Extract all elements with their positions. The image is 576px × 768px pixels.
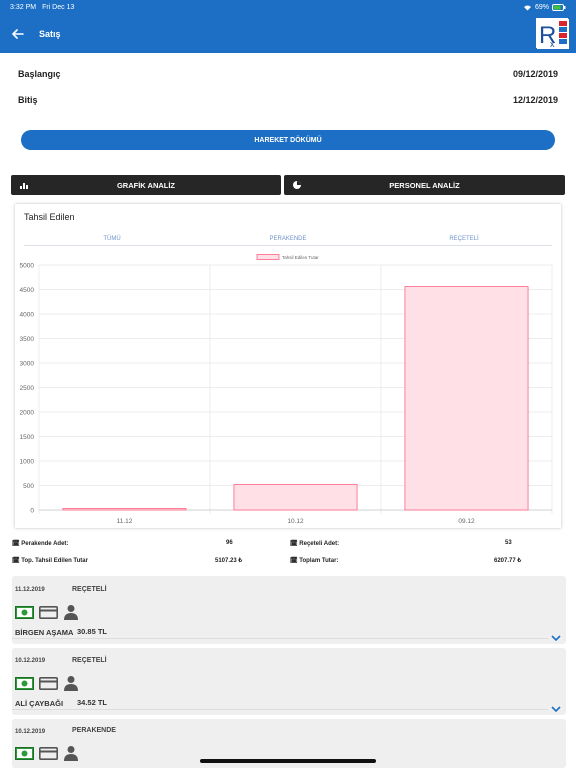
toplam-tutar-value: 6207.77 ₺: [494, 558, 522, 564]
tab-tumu[interactable]: TÜMÜ: [103, 236, 121, 242]
toplam-tutar-label: 🗓 Toplam Tutar:: [290, 557, 338, 564]
receteli-adet-label: 🗓 Reçeteli Adet:: [290, 540, 339, 547]
list-item[interactable]: 10.12.2019 REÇETELİ ALİ ÇAYBAĞI 34.52 TL: [12, 648, 566, 715]
hareket-dokumu-button[interactable]: HAREKET DÖKÜMÜ: [21, 130, 555, 150]
chart-tabs: TÜMÜ PERAKENDE REÇETELİ: [24, 236, 552, 246]
end-date-value[interactable]: 12/12/2019: [512, 95, 558, 105]
bar: [62, 508, 187, 511]
person-icon: [64, 746, 78, 761]
person-icon: [64, 605, 78, 620]
chart-card-title: Tahsil Edilen: [24, 212, 75, 222]
cash-icon: [15, 605, 34, 619]
y-tick-label: 3500: [20, 336, 35, 343]
receteli-adet-value: 53: [505, 540, 512, 546]
bar-chart-icon: [20, 183, 28, 189]
legend-swatch: [256, 254, 280, 260]
legend-label: Tahsil Edilen Tutar: [282, 255, 319, 260]
list-item-date: 11.12.2019: [15, 587, 45, 593]
status-right: 69%: [523, 3, 566, 11]
home-indicator[interactable]: [200, 759, 376, 763]
bar-chart: Tahsil Edilen Tutar500045004000350030002…: [20, 254, 553, 525]
grafik-analiz-button[interactable]: GRAFİK ANALİZ: [11, 175, 281, 195]
cash-icon: [15, 746, 34, 760]
end-label: Bitiş: [18, 95, 38, 105]
divider: [12, 638, 548, 639]
payment-icons: [15, 745, 79, 761]
personel-analiz-label: PERSONEL ANALİZ: [389, 180, 460, 190]
battery-percent: 69%: [534, 3, 549, 11]
start-label: Başlangıç: [18, 69, 61, 79]
list-item-type: REÇETELİ: [72, 657, 107, 664]
y-tick-label: 1500: [20, 434, 35, 441]
list-item[interactable]: 11.12.2019 REÇETELİ BİRGEN AŞAMA 30.85 T…: [12, 576, 566, 644]
calendar-icon: 🗓: [290, 541, 298, 547]
pie-chart-icon: [293, 181, 301, 189]
tab-receteli[interactable]: REÇETELİ: [449, 236, 479, 242]
divider: [12, 709, 548, 710]
payment-icons: [15, 604, 79, 620]
status-time: 3:32 PM: [10, 3, 37, 11]
personel-analiz-button[interactable]: PERSONEL ANALİZ: [284, 175, 565, 195]
y-tick-label: 5000: [20, 263, 35, 270]
y-tick-label: 1000: [20, 459, 35, 466]
y-tick-label: 2000: [20, 410, 35, 417]
list-item-date: 10.12.2019: [15, 658, 46, 664]
list-item-type: REÇETELİ: [72, 586, 107, 593]
svg-text:x: x: [550, 39, 555, 49]
status-bar: 3:32 PM Fri Dec 13 69%: [0, 0, 576, 14]
list-item-name: ALİ ÇAYBAĞI: [15, 699, 64, 708]
y-tick-label: 500: [23, 483, 34, 490]
bar: [233, 484, 358, 511]
list-item-type: PERAKENDE: [72, 727, 116, 734]
status-date: Fri Dec 13: [42, 3, 75, 11]
calendar-icon: 🗓: [12, 541, 20, 547]
y-tick-label: 4500: [20, 287, 35, 294]
app-bar: Satış: [0, 14, 576, 53]
list-item-amount: 30.85 TL: [77, 627, 108, 636]
y-tick-label: 3000: [20, 361, 35, 368]
battery-icon: [552, 3, 566, 11]
calendar-icon: 🗓: [12, 558, 20, 564]
x-tick-label: 10.12: [287, 518, 304, 525]
start-date-value[interactable]: 09/12/2019: [512, 69, 558, 79]
list-item-amount: 34.52 TL: [77, 698, 108, 707]
page-title: Satış: [39, 28, 61, 39]
back-button[interactable]: [9, 25, 27, 43]
x-tick-label: 09.12: [458, 518, 475, 525]
x-tick-label: 11.12: [117, 518, 133, 525]
wifi-icon: [523, 5, 531, 10]
list-item-date: 10.12.2019: [15, 729, 46, 735]
chevron-down-icon[interactable]: [550, 704, 562, 714]
list-item-name: BİRGEN AŞAMA: [15, 628, 74, 637]
perakende-adet-value: 96: [226, 540, 233, 546]
perakende-adet-text: Perakende Adet:: [21, 541, 69, 547]
y-tick-label: 4000: [20, 312, 35, 319]
chevron-down-icon[interactable]: [550, 633, 562, 643]
y-tick-label: 0: [30, 508, 34, 515]
credit-card-icon: [39, 605, 58, 619]
payment-icons: [15, 675, 79, 691]
svg-text:R: R: [539, 22, 556, 49]
credit-card-icon: [39, 676, 58, 690]
app-logo: R x: [536, 18, 569, 49]
tahsil-tutar-label: 🗓 Top. Tahsil Edilen Tutar: [12, 557, 88, 564]
bar: [404, 286, 529, 511]
perakende-adet-label: 🗓 Perakende Adet:: [12, 540, 68, 547]
credit-card-icon: [39, 746, 58, 760]
grafik-analiz-label: GRAFİK ANALİZ: [116, 180, 176, 190]
tahsil-tutar-value: 5107.23 ₺: [215, 558, 243, 564]
person-icon: [64, 676, 78, 691]
logo-mark: R x: [537, 19, 569, 49]
calendar-icon: 🗓: [290, 558, 298, 564]
receteli-adet-text: Reçeteli Adet:: [299, 541, 340, 547]
cash-icon: [15, 676, 34, 690]
chart-card: Tahsil Edilen TÜMÜ PERAKENDE REÇETELİ Ta…: [15, 204, 561, 528]
y-tick-label: 2500: [20, 385, 35, 392]
arrow-left-icon: [12, 28, 24, 39]
tahsil-tutar-text: Top. Tahsil Edilen Tutar: [21, 558, 88, 564]
tab-perakende[interactable]: PERAKENDE: [269, 236, 307, 242]
toplam-tutar-text: Toplam Tutar:: [299, 558, 339, 564]
